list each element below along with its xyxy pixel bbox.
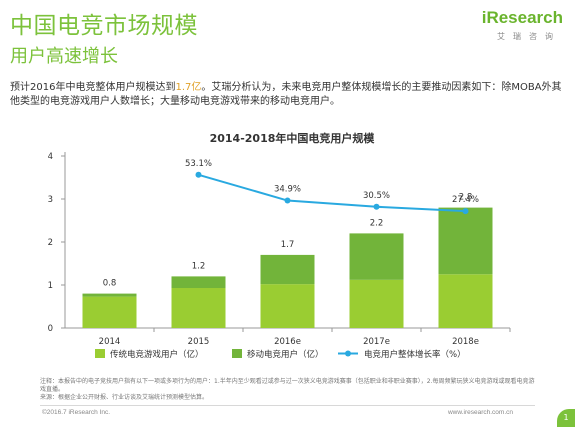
y-tick-label: 4	[48, 152, 53, 162]
user-scale-chart: 2014-2018年中国电竞用户规模 0 1 2 3 4 2014 2015 2016e 201…	[48, 131, 511, 360]
legend-swatch	[95, 349, 105, 358]
description-text-1: 预计2016年中电竞整体用户规模达到	[10, 82, 176, 93]
chart-title: 2014-2018年中国电竞用户规模	[210, 131, 376, 145]
bar-mobile	[260, 254, 315, 285]
footer-source-text: 来源：根据企业公开财报、行业访谈及艾瑞统计预测模型估算。	[40, 394, 209, 401]
legend-swatch	[232, 349, 242, 358]
growth-label: 34.9%	[274, 185, 301, 195]
copyright-text: ©2016.7 iResearch Inc.	[42, 409, 111, 416]
bar-traditional	[171, 288, 226, 328]
footer-divider	[40, 405, 535, 406]
logo-text: iResearch	[481, 8, 563, 27]
description: 预计2016年中电竞整体用户规模达到1.7亿。艾瑞分析认为，未来电竞用户整体规模…	[10, 81, 565, 109]
bar-total-label: 2.8	[459, 193, 473, 203]
bar-mobile	[82, 293, 137, 297]
growth-label: 27.4%	[452, 195, 479, 205]
bar-total-label: 0.8	[103, 279, 117, 289]
y-tick-label: 0	[48, 324, 53, 334]
y-tick-label: 2	[48, 238, 53, 248]
x-tick-label: 2016e	[274, 337, 301, 347]
bar-traditional	[82, 296, 137, 328]
legend-label: 移动电竞用户（亿）	[247, 349, 324, 360]
description-highlight: 1.7亿	[175, 82, 202, 93]
growth-label: 30.5%	[363, 191, 390, 201]
page-subtitle: 用户高速增长	[10, 46, 118, 67]
bar-mobile	[438, 207, 493, 275]
growth-label: 53.1%	[185, 159, 212, 169]
x-tick-label: 2018e	[452, 337, 479, 347]
growth-line	[198, 173, 466, 213]
bar-total-label: 1.7	[281, 240, 295, 250]
y-tick-label: 3	[48, 195, 53, 205]
growth-point	[373, 203, 380, 210]
legend-label: 传统电竞游戏用户（亿）	[110, 349, 204, 360]
bar-traditional	[438, 274, 493, 328]
x-tick-label: 2017e	[363, 337, 390, 347]
description-text-2: 。艾瑞分析认为，未来电竞用户整体规模增长的主要推动因素如下：除MOBA外其他类型…	[10, 82, 562, 107]
bar-mobile	[171, 276, 226, 289]
bar-traditional	[260, 284, 315, 328]
logo-subtext: 艾瑞咨询	[497, 32, 561, 41]
legend-label: 电竞用户整体增长率（%）	[364, 349, 466, 360]
bar-traditional	[349, 279, 404, 328]
website-link[interactable]: www.iresearch.com.cn	[447, 409, 513, 416]
footer-note: 注释：本报告中的电子竞技用户指有以下一项或多项行为的用户：1.半年内至少观看过或…	[40, 378, 540, 402]
page-title: 中国电竞市场规模	[10, 13, 198, 39]
page-number: 1	[557, 409, 575, 427]
bar-total-label: 2.2	[370, 218, 384, 228]
footer-note-text: 注释：本报告中的电子竞技用户指有以下一项或多项行为的用户：1.半年内至少观看过或…	[40, 378, 535, 393]
legend-marker	[345, 350, 351, 357]
bar-total-label: 1.2	[192, 261, 206, 271]
x-tick-label: 2015	[188, 337, 210, 347]
bar-mobile	[349, 233, 404, 280]
iresearch-logo: iResearch 艾瑞咨询	[463, 8, 563, 48]
y-tick-label: 1	[48, 281, 53, 291]
growth-point	[462, 208, 469, 215]
growth-point	[195, 171, 202, 178]
growth-point	[284, 197, 291, 204]
x-tick-label: 2014	[99, 337, 121, 347]
